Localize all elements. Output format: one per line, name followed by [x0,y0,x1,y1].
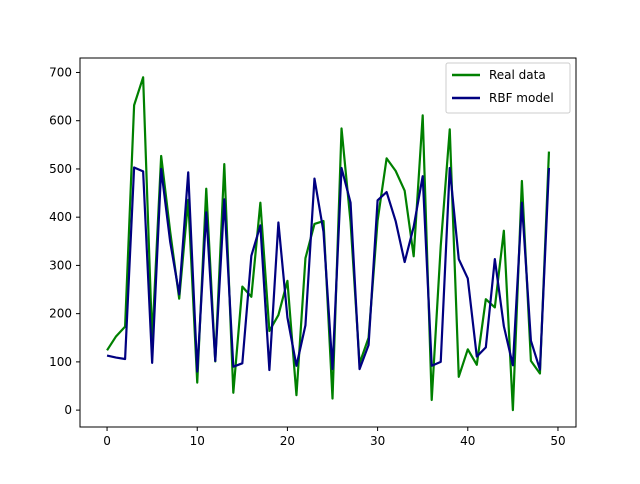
y-tick-label: 0 [64,403,72,417]
y-tick-label: 600 [49,114,72,128]
legend-label-real-data: Real data [489,68,546,82]
legend-label-rbf-model: RBF model [489,91,554,105]
x-tick-label: 50 [550,434,565,448]
y-tick-label: 700 [49,65,72,79]
x-tick-label: 10 [190,434,205,448]
x-tick-label: 40 [460,434,475,448]
y-tick-label: 500 [49,162,72,176]
y-tick-label: 400 [49,210,72,224]
y-tick-label: 200 [49,307,72,321]
y-tick-label: 100 [49,355,72,369]
x-tick-label: 20 [280,434,295,448]
y-tick-label: 300 [49,258,72,272]
legend: Real data RBF model [446,63,570,113]
x-tick-label: 0 [103,434,111,448]
x-tick-label: 30 [370,434,385,448]
